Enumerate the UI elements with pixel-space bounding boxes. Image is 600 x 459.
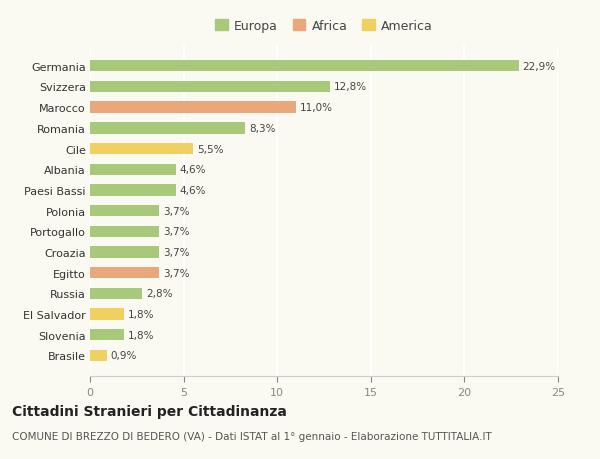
Text: 1,8%: 1,8% [127,309,154,319]
Bar [90,164,176,175]
Bar [90,350,107,361]
Text: 22,9%: 22,9% [523,62,556,72]
Bar [90,268,159,279]
Text: COMUNE DI BREZZO DI BEDERO (VA) - Dati ISTAT al 1° gennaio - Elaborazione TUTTIT: COMUNE DI BREZZO DI BEDERO (VA) - Dati I… [12,431,492,442]
Bar [90,309,124,320]
Text: 11,0%: 11,0% [299,103,332,113]
Text: 4,6%: 4,6% [180,165,206,175]
Text: 3,7%: 3,7% [163,206,190,216]
Bar [90,102,296,113]
Text: 4,6%: 4,6% [180,185,206,196]
Legend: Europa, Africa, America: Europa, Africa, America [211,16,437,36]
Text: 8,3%: 8,3% [249,123,275,134]
Bar [90,185,176,196]
Bar [90,288,142,299]
Text: 0,9%: 0,9% [110,351,137,361]
Bar [90,61,518,72]
Bar [90,82,329,93]
Text: 1,8%: 1,8% [127,330,154,340]
Bar [90,330,124,341]
Text: Cittadini Stranieri per Cittadinanza: Cittadini Stranieri per Cittadinanza [12,404,287,418]
Bar [90,247,159,258]
Bar [90,144,193,155]
Text: 3,7%: 3,7% [163,247,190,257]
Bar [90,123,245,134]
Bar [90,226,159,237]
Text: 5,5%: 5,5% [197,144,223,154]
Bar [90,206,159,217]
Text: 2,8%: 2,8% [146,289,173,299]
Text: 3,7%: 3,7% [163,268,190,278]
Text: 12,8%: 12,8% [334,82,367,92]
Text: 3,7%: 3,7% [163,227,190,237]
